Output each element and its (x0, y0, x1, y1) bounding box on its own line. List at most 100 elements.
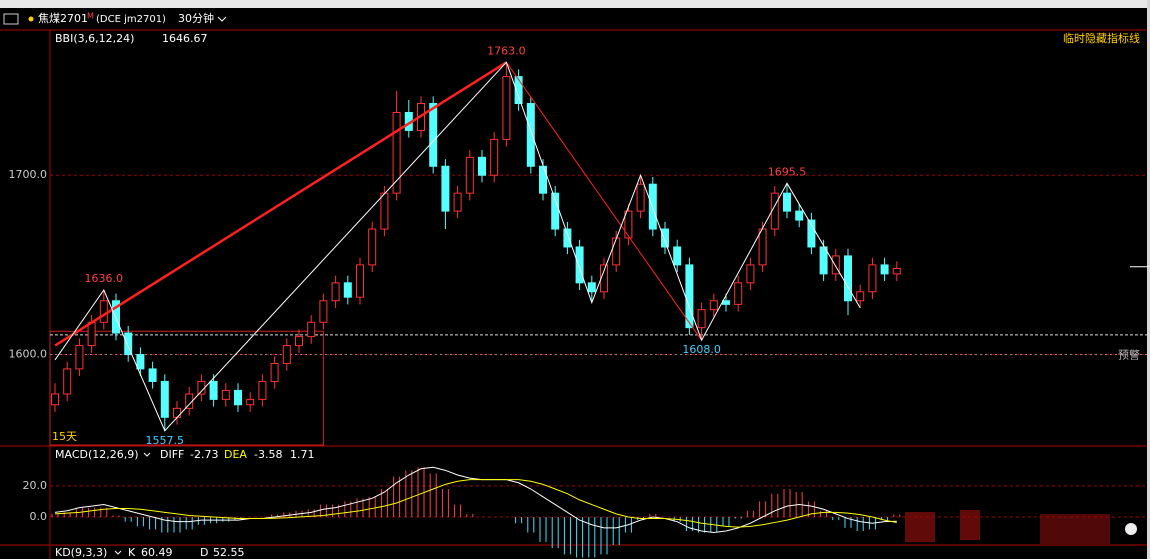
candle-body (331, 282, 340, 302)
candle-body (880, 264, 889, 275)
candle-body (246, 398, 255, 406)
blur-overlay (1040, 514, 1110, 544)
candle-body (612, 237, 621, 266)
candle-body (136, 354, 145, 370)
candle-body (392, 111, 401, 194)
dropdown-arrow (143, 452, 151, 457)
candle-body (624, 210, 633, 239)
candle-body (478, 156, 486, 176)
legend-value: -3.58 (254, 448, 282, 461)
pivot-label: 1636.0 (85, 272, 124, 285)
y-tick-label: 20.0 (23, 479, 48, 492)
candle-body (795, 210, 804, 221)
y-tick-label: 1600.0 (9, 348, 48, 361)
candle-body (758, 228, 767, 266)
candle-body (709, 300, 718, 311)
candle-body (465, 156, 474, 194)
pivot-label: 1763.0 (487, 44, 526, 57)
window-frame (0, 0, 1150, 8)
pivot-label: 1557.5 (146, 434, 185, 447)
candle-body (648, 183, 657, 230)
candle-body (173, 407, 181, 418)
candle-body (63, 368, 72, 395)
candle-body (770, 192, 779, 230)
candle-body (209, 380, 218, 400)
candle-body (673, 246, 682, 266)
candle-body (783, 192, 791, 212)
candle-body (600, 264, 608, 293)
y-tick-label: 0.0 (30, 510, 48, 523)
blur-overlay (960, 510, 980, 540)
candle-body (868, 264, 877, 293)
y-tick-label: 1700.0 (9, 168, 48, 181)
hide-indicator-button[interactable]: 临时隐藏指标线 (1063, 31, 1140, 45)
candle-body (807, 219, 816, 248)
dropdown-arrow (114, 550, 122, 555)
box-label: 15天 (52, 430, 77, 443)
macd-line (54, 479, 897, 528)
candle-body (221, 389, 230, 400)
legend-name: DIFF (160, 448, 184, 461)
window-frame (1147, 0, 1150, 559)
candle-body (575, 246, 584, 284)
indicator-name: BBI(3,6,12,24) (55, 32, 134, 45)
candle-body (51, 393, 59, 406)
candle-body (661, 228, 669, 248)
macd-line (54, 466, 897, 534)
candle-body (197, 380, 206, 395)
candle-body (234, 389, 242, 406)
window-icon[interactable] (3, 13, 19, 25)
trend-line (505, 61, 703, 341)
candle-body (722, 300, 730, 305)
legend-name: DEA (224, 448, 247, 461)
indicator-value: 1646.67 (162, 32, 208, 45)
candle-body (685, 264, 694, 329)
alert-label: 预警 (1118, 348, 1140, 362)
badge: M (87, 12, 94, 21)
candle-body (124, 332, 133, 356)
symbol-code: (DCE jm2701) (96, 14, 166, 25)
legend-value: 60.49 (141, 546, 173, 559)
candle-body (892, 267, 901, 275)
candle-body (453, 192, 462, 212)
legend-name: D (200, 546, 208, 559)
symbol[interactable]: 焦煤2701 (38, 12, 88, 25)
legend-name: K (128, 546, 136, 559)
candle-body (75, 345, 84, 370)
candle-body (831, 255, 840, 275)
candle-body (441, 165, 450, 212)
candle-body (270, 363, 279, 382)
candle-body (356, 264, 364, 298)
candle-body (295, 336, 303, 347)
candle-body (307, 321, 316, 338)
range-box (49, 330, 324, 446)
candle-body (636, 183, 645, 212)
pivot-label: 1608.0 (682, 343, 721, 356)
candle-body (429, 103, 438, 167)
zigzag-line (54, 61, 861, 432)
candle-body (282, 345, 291, 365)
candle-body (551, 192, 560, 230)
trend-line (54, 61, 508, 347)
dropdown-arrow[interactable] (217, 16, 227, 22)
candle-body (697, 309, 706, 329)
candle-body (514, 76, 523, 105)
float-button[interactable] (1125, 523, 1137, 535)
candle-body (368, 228, 377, 266)
legend-value: 52.55 (213, 546, 245, 559)
candle-body (490, 138, 499, 176)
candle-body (526, 103, 535, 167)
candle-body (343, 282, 352, 298)
candle-body (587, 282, 596, 293)
indicator-name: KD(9,3,3) (55, 546, 107, 559)
candle-body (380, 192, 389, 230)
candle-body (87, 321, 96, 347)
period-select[interactable]: 30分钟 (178, 11, 214, 25)
candle-body (502, 76, 511, 140)
candle-body (258, 380, 267, 400)
candle-body (148, 368, 157, 382)
candle-body (844, 255, 852, 302)
